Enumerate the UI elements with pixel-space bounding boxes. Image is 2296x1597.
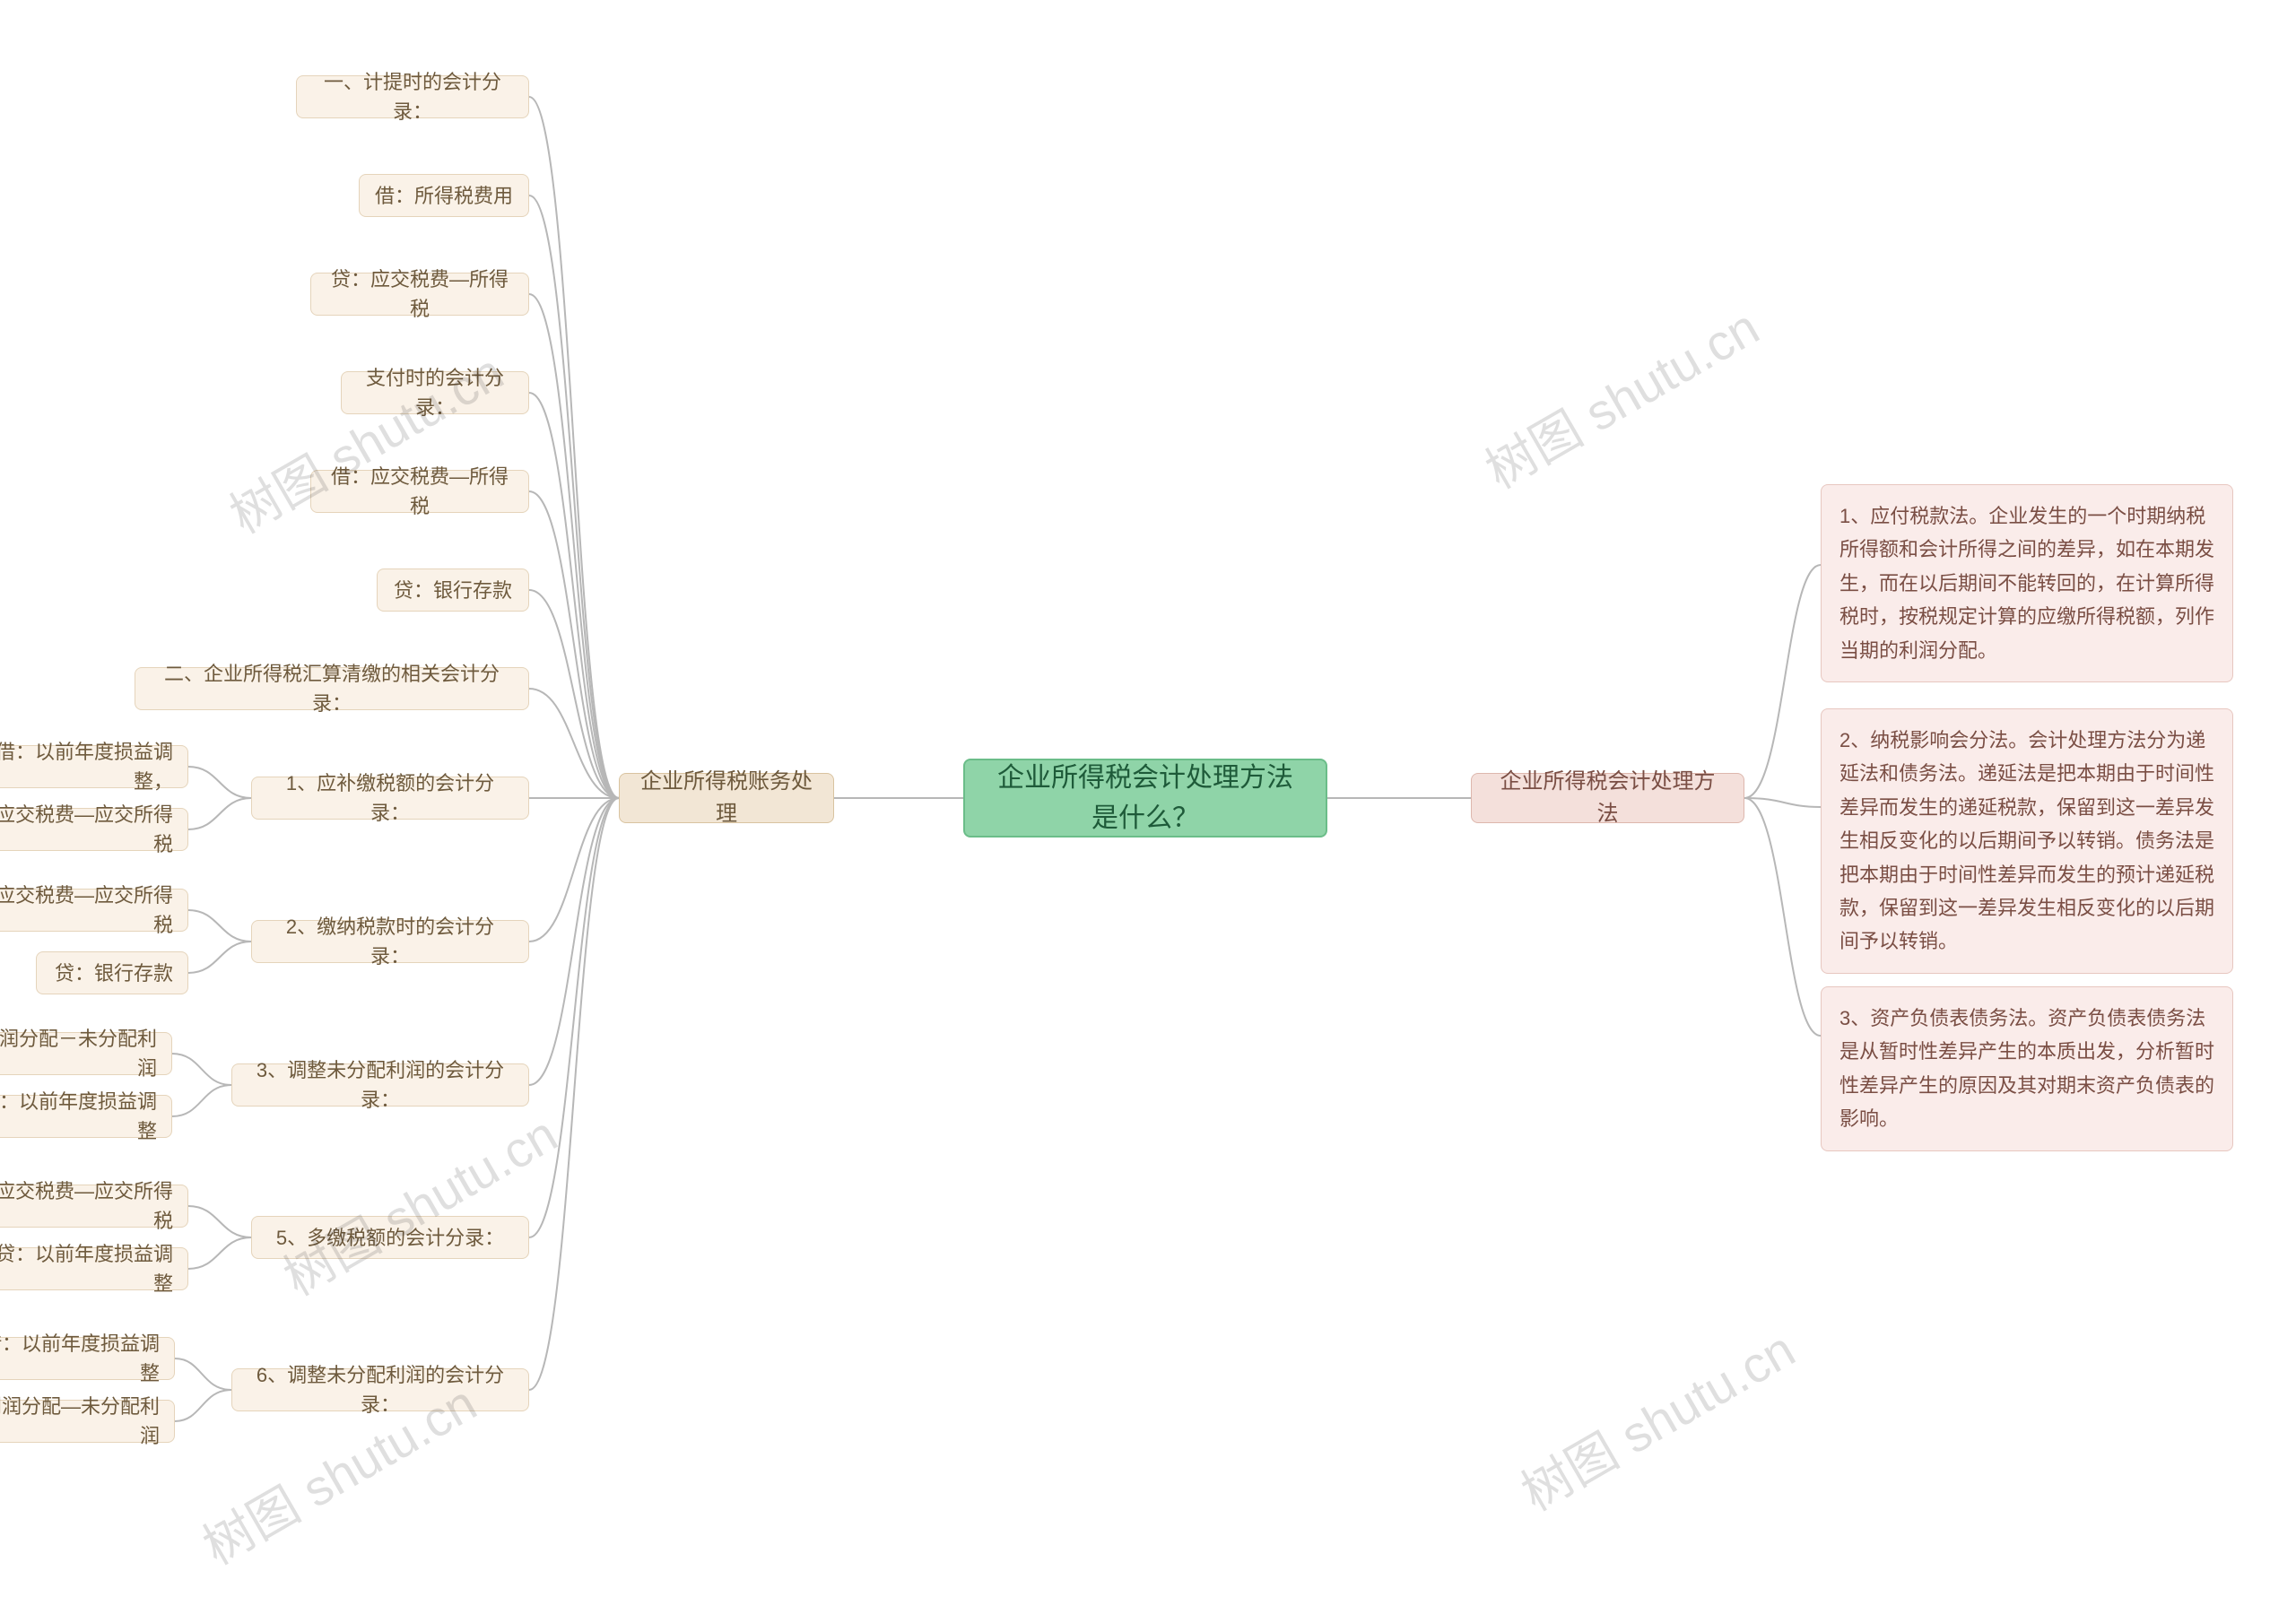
left-child-9: 2、缴纳税款时的会计分录： (251, 920, 529, 963)
left-child-10: 3、调整未分配利润的会计分录： (231, 1063, 529, 1107)
left-branch-title: 企业所得税账务处理 (619, 773, 834, 823)
right-child-2: 2、纳税影响会分法。会计处理方法分为递延法和债务法。递延法是把本期由于时间性差异… (1821, 708, 2233, 974)
left-grandchild-11-2: 贷：以前年度损益调整 (0, 1247, 188, 1290)
right-child-3: 3、资产负债表债务法。资产负债表债务法是从暂时性差异产生的本质出发，分析暂时性差… (1821, 986, 2233, 1151)
right-branch-title: 企业所得税会计处理方法 (1471, 773, 1744, 823)
left-grandchild-12-1: 借：以前年度损益调整 (0, 1337, 175, 1380)
left-child-12: 6、调整未分配利润的会计分录： (231, 1368, 529, 1411)
left-child-3: 贷：应交税费—所得税 (310, 273, 529, 316)
left-child-5: 借：应交税费—所得税 (310, 470, 529, 513)
left-child-8: 1、应补缴税额的会计分录： (251, 777, 529, 820)
left-child-4: 支付时的会计分录： (341, 371, 529, 414)
left-grandchild-10-1: 借：利润分配－未分配利润 (0, 1032, 172, 1075)
right-child-1: 1、应付税款法。企业发生的一个时期纳税所得额和会计所得之间的差异，如在本期发生，… (1821, 484, 2233, 682)
left-grandchild-9-2: 贷：银行存款 (36, 951, 188, 994)
left-grandchild-8-2: 贷：应交税费—应交所得税 (0, 808, 188, 851)
root-text: 企业所得税会计处理方法是什么？ (990, 758, 1300, 838)
left-child-6: 贷：银行存款 (377, 568, 529, 612)
left-grandchild-9-1: 借：应交税费—应交所得税 (0, 889, 188, 932)
watermark: 树图 shutu.cn (1471, 288, 1770, 503)
watermark: 树图 shutu.cn (1507, 1310, 1806, 1525)
mindmap-root: 企业所得税会计处理方法是什么？ (963, 759, 1327, 838)
left-grandchild-8-1: 借：以前年度损益调整， (0, 745, 188, 788)
left-grandchild-10-2: 贷：以前年度损益调整 (0, 1095, 172, 1138)
left-title-text: 企业所得税账务处理 (639, 766, 813, 830)
left-child-11: 5、多缴税额的会计分录： (251, 1216, 529, 1259)
left-child-7: 二、企业所得税汇算清缴的相关会计分录： (135, 667, 529, 710)
left-child-2: 借：所得税费用 (359, 174, 529, 217)
left-child-1: 一、计提时的会计分录： (296, 75, 529, 118)
left-grandchild-12-2: 贷：利润分配—未分配利润 (0, 1400, 175, 1443)
right-title-text: 企业所得税会计处理方法 (1492, 766, 1724, 830)
watermark: 树图 shutu.cn (269, 1095, 569, 1310)
left-grandchild-11-1: 借：应交税费—应交所得税 (0, 1185, 188, 1228)
